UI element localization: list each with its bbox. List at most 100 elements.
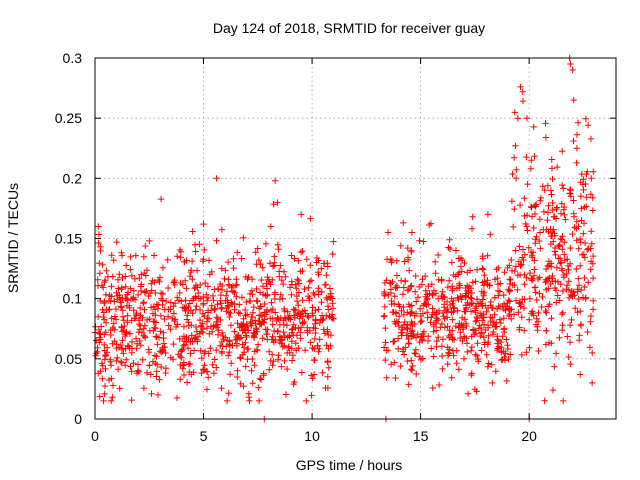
data-point: [207, 345, 214, 352]
data-point: [480, 310, 487, 318]
x-tick-label: 10: [304, 428, 320, 444]
data-point: [577, 371, 584, 378]
data-point: [480, 314, 487, 321]
data-point: [295, 310, 302, 317]
data-point: [327, 293, 335, 300]
data-point: [232, 336, 239, 344]
data-point: [485, 324, 492, 331]
data-point: [587, 191, 594, 198]
data-point: [434, 316, 442, 324]
data-point: [589, 274, 597, 282]
data-point: [260, 370, 267, 377]
data-point: [457, 329, 464, 336]
data-point: [128, 349, 135, 356]
data-point: [392, 374, 399, 382]
data-point: [196, 316, 204, 324]
data-point: [123, 356, 130, 363]
y-tick-label: 0.2: [63, 170, 83, 186]
data-point: [252, 320, 259, 327]
data-point: [432, 258, 439, 265]
data-point: [188, 322, 195, 329]
data-point: [570, 96, 577, 104]
data-point: [123, 302, 131, 310]
data-point: [218, 265, 225, 272]
data-point: [405, 286, 413, 293]
data-point: [506, 287, 513, 294]
data-point: [307, 339, 314, 346]
data-point: [242, 339, 249, 346]
data-point: [408, 282, 415, 289]
data-point: [96, 393, 103, 400]
data-point: [569, 230, 576, 238]
data-point: [259, 335, 266, 342]
data-point: [544, 275, 552, 282]
data-point: [255, 317, 262, 325]
data-point: [424, 309, 431, 316]
data-point: [445, 244, 452, 251]
data-point: [271, 295, 279, 303]
x-axis-label: GPS time / hours: [296, 457, 403, 473]
data-point: [143, 316, 151, 324]
data-point: [233, 281, 240, 288]
data-point: [116, 385, 123, 392]
data-point: [499, 333, 506, 340]
data-point: [142, 242, 149, 250]
data-point: [468, 225, 476, 232]
data-point: [557, 280, 564, 288]
data-point: [406, 303, 413, 310]
data-point: [417, 318, 424, 326]
data-point: [102, 277, 109, 284]
data-point: [553, 299, 560, 306]
data-point: [481, 271, 488, 279]
data-point: [239, 341, 246, 348]
data-point: [194, 338, 201, 345]
data-point: [536, 216, 544, 223]
data-point: [177, 352, 184, 360]
data-point: [473, 296, 481, 303]
data-point: [261, 316, 268, 323]
data-point: [543, 327, 550, 334]
data-point: [96, 270, 104, 277]
data-point: [549, 175, 556, 183]
data-point: [491, 311, 498, 318]
data-point: [509, 170, 516, 178]
data-point: [227, 309, 234, 317]
data-point: [208, 302, 215, 309]
data-point: [397, 242, 404, 249]
data-point: [288, 252, 295, 259]
data-point: [297, 268, 304, 275]
data-point: [581, 239, 589, 247]
data-point: [288, 338, 295, 345]
data-point: [180, 342, 187, 349]
data-point: [128, 338, 136, 346]
data-point: [256, 375, 264, 382]
data-point: [568, 292, 576, 299]
data-point: [574, 286, 581, 293]
data-point: [289, 325, 296, 333]
data-point: [262, 326, 269, 333]
data-point: [545, 202, 552, 209]
data-point: [108, 315, 115, 322]
data-point: [559, 148, 566, 155]
data-point: [205, 350, 212, 357]
data-point: [452, 322, 459, 330]
data-point: [303, 256, 310, 263]
data-point: [523, 212, 531, 219]
data-point: [135, 329, 142, 336]
data-point: [230, 264, 237, 272]
data-point: [581, 274, 588, 282]
data-point: [312, 307, 319, 314]
data-point: [472, 307, 479, 314]
data-point: [269, 333, 276, 340]
data-point: [464, 269, 471, 276]
data-point: [464, 348, 471, 356]
data-point: [561, 211, 568, 219]
data-point: [137, 287, 145, 295]
data-point: [177, 254, 184, 261]
data-point: [561, 203, 568, 211]
data-point: [513, 166, 520, 173]
data-point: [184, 345, 192, 352]
data-point: [449, 316, 456, 323]
data-point: [504, 345, 511, 353]
data-point: [565, 286, 573, 294]
